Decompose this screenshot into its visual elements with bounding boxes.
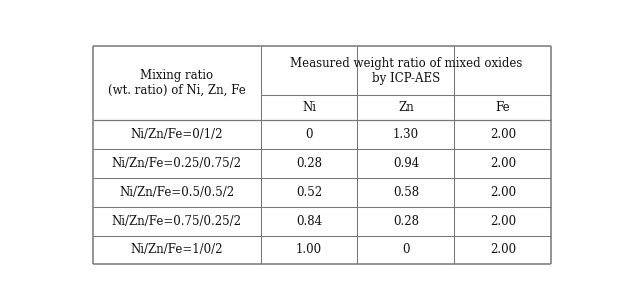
Text: 1.30: 1.30 xyxy=(393,128,419,141)
Text: 2.00: 2.00 xyxy=(490,128,516,141)
Text: 0.94: 0.94 xyxy=(393,157,419,170)
Text: 0.58: 0.58 xyxy=(393,186,419,199)
Text: 0: 0 xyxy=(402,243,409,257)
Text: Ni/Zn/Fe=0/1/2: Ni/Zn/Fe=0/1/2 xyxy=(131,128,223,141)
Text: 0.52: 0.52 xyxy=(296,186,322,199)
Text: 0: 0 xyxy=(305,128,313,141)
Text: 2.00: 2.00 xyxy=(490,157,516,170)
Text: Fe: Fe xyxy=(496,101,510,114)
Text: Ni: Ni xyxy=(302,101,316,114)
Text: Zn: Zn xyxy=(398,101,414,114)
Text: 0.28: 0.28 xyxy=(296,157,322,170)
Text: 1.00: 1.00 xyxy=(296,243,322,257)
Text: 0.28: 0.28 xyxy=(393,215,419,228)
Text: Measured weight ratio of mixed oxides
by ICP-AES: Measured weight ratio of mixed oxides by… xyxy=(290,56,522,84)
Text: 2.00: 2.00 xyxy=(490,243,516,257)
Text: Ni/Zn/Fe=0.5/0.5/2: Ni/Zn/Fe=0.5/0.5/2 xyxy=(120,186,235,199)
Text: Ni/Zn/Fe=0.25/0.75/2: Ni/Zn/Fe=0.25/0.75/2 xyxy=(112,157,242,170)
Text: Mixing ratio
(wt. ratio) of Ni, Zn, Fe: Mixing ratio (wt. ratio) of Ni, Zn, Fe xyxy=(108,69,246,97)
Text: 0.84: 0.84 xyxy=(296,215,322,228)
Text: Ni/Zn/Fe=0.75/0.25/2: Ni/Zn/Fe=0.75/0.25/2 xyxy=(112,215,242,228)
Text: 2.00: 2.00 xyxy=(490,215,516,228)
Text: Ni/Zn/Fe=1/0/2: Ni/Zn/Fe=1/0/2 xyxy=(131,243,223,257)
Text: 2.00: 2.00 xyxy=(490,186,516,199)
